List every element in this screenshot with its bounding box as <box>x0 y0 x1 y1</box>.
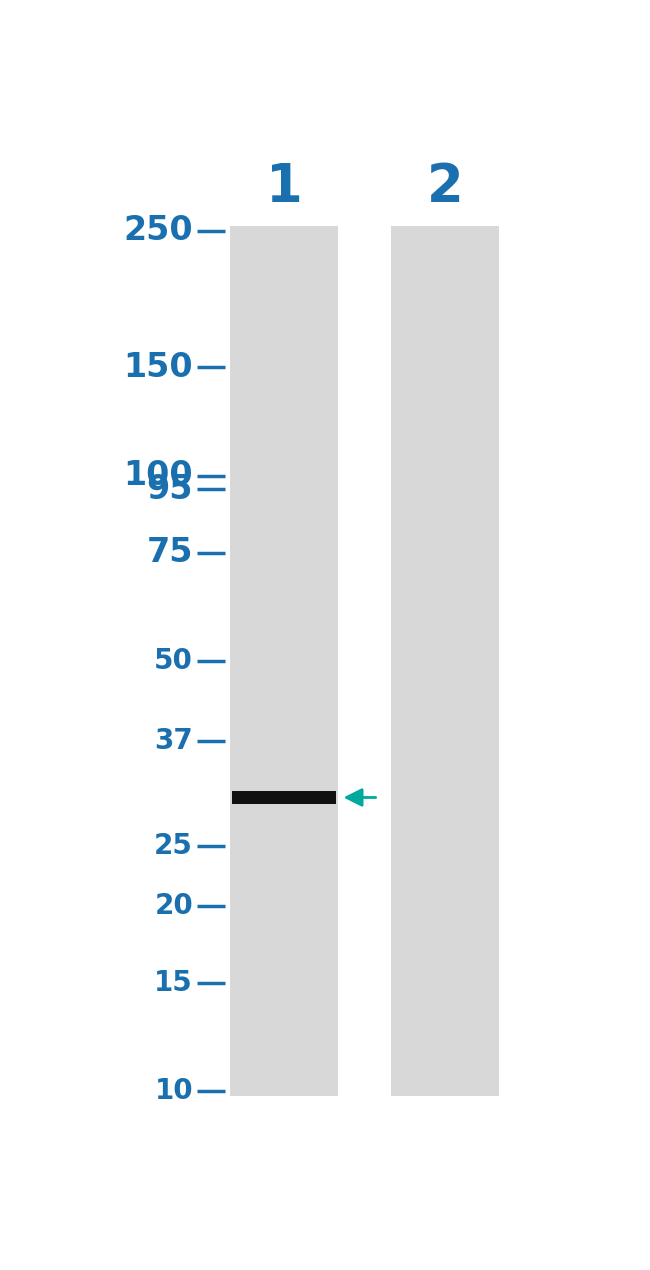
Text: 100: 100 <box>124 460 193 491</box>
Text: 10: 10 <box>155 1077 193 1105</box>
Bar <box>391 226 499 1096</box>
Text: 95: 95 <box>147 472 193 505</box>
Text: 75: 75 <box>147 536 193 569</box>
Bar <box>233 791 335 804</box>
Text: 2: 2 <box>427 160 463 212</box>
Text: 50: 50 <box>154 646 193 674</box>
Bar <box>230 226 338 1096</box>
Text: 20: 20 <box>154 892 193 919</box>
Text: 15: 15 <box>154 969 193 997</box>
Text: 1: 1 <box>266 160 302 212</box>
Text: 250: 250 <box>124 215 193 248</box>
Text: 25: 25 <box>154 832 193 860</box>
Text: 37: 37 <box>154 728 193 756</box>
Text: 150: 150 <box>124 351 193 384</box>
